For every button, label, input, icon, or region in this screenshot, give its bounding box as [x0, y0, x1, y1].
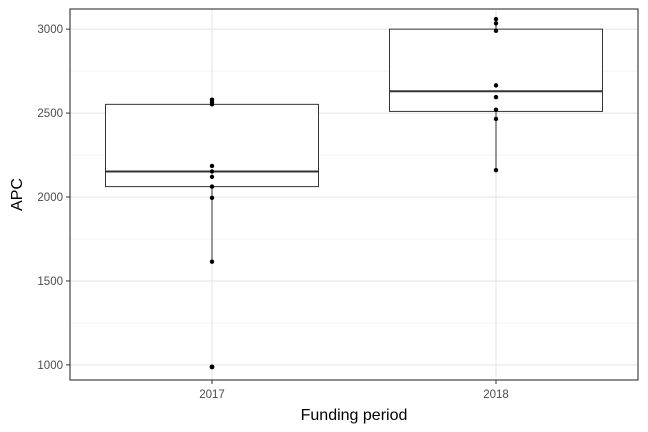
data-point — [209, 169, 215, 174]
data-point — [209, 184, 215, 189]
data-point — [209, 195, 215, 201]
data-point — [493, 94, 499, 100]
data-point — [493, 167, 499, 173]
data-point — [493, 107, 499, 112]
y-axis-title: APC — [9, 178, 26, 211]
data-point — [209, 259, 215, 264]
y-tick-label: 1500 — [37, 276, 63, 288]
data-point — [209, 163, 215, 169]
data-point — [493, 28, 499, 34]
plot-panel-border — [69, 8, 639, 381]
x-tick-label: 2018 — [483, 389, 509, 401]
x-axis-title: Funding period — [301, 407, 408, 424]
y-tick-label: 1000 — [37, 360, 63, 372]
data-point — [493, 116, 499, 122]
data-point — [209, 174, 215, 180]
axis-layer: 1000 1500 2000 2500 3000 2017 2018 — [37, 24, 508, 401]
x-tick-label: 2017 — [199, 389, 225, 401]
data-point — [209, 364, 215, 370]
data-point — [493, 83, 499, 88]
data-point — [209, 97, 215, 102]
point-layer — [209, 16, 499, 370]
y-tick-label: 2500 — [37, 108, 63, 120]
box-body — [105, 103, 319, 188]
y-tick-label: 3000 — [37, 24, 63, 36]
data-point — [493, 21, 499, 26]
y-tick-label: 2000 — [37, 192, 63, 204]
data-point — [493, 16, 499, 22]
